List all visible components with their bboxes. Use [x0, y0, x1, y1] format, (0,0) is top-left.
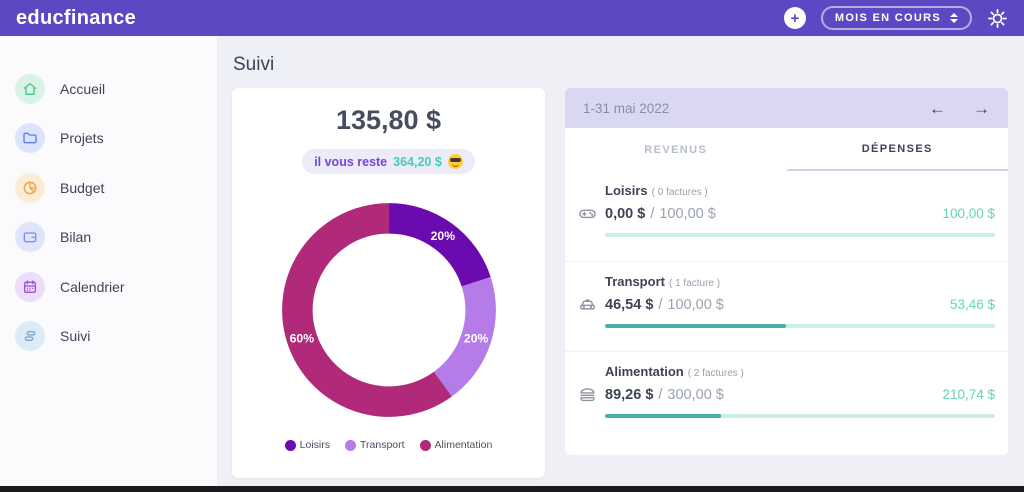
remaining-badge-label: il vous reste: [314, 154, 388, 169]
remaining-amount: 53,46 $: [949, 297, 995, 312]
budget-panel: 1-31 mai 2022 ← → REVENUS DÉPENSES Loisi…: [565, 88, 1008, 455]
sidebar-item-calendrier[interactable]: Calendrier: [0, 262, 217, 312]
progress-bar: [605, 324, 995, 328]
period-select[interactable]: MOIS EN COURS: [820, 6, 972, 30]
budget-panel-body: REVENUS DÉPENSES Loisirs( 0 factures ) 0…: [565, 128, 1008, 455]
progress-fill: [605, 324, 787, 328]
progress-bar: [605, 414, 995, 418]
app-logo: educfinance: [16, 6, 136, 29]
remaining-badge-amount: 364,20 $: [393, 154, 442, 169]
next-period-button[interactable]: →: [973, 98, 990, 118]
sidebar-item-label: Suivi: [60, 328, 91, 345]
amount-separator: /: [658, 386, 663, 403]
legend-label: Loisirs: [299, 439, 330, 451]
donut-segment-label: 60%: [289, 331, 314, 345]
progress-bar: [605, 233, 995, 237]
top-bar: educfinance + MOIS EN COURS: [0, 0, 1024, 36]
budget-row-transport: Transport( 1 facture ) 46,54 $ / 100,00 …: [565, 261, 1008, 351]
screenshot-bottom-edge: [0, 486, 1024, 492]
total-spent-amount: 135,80 $: [335, 105, 442, 135]
category-title: Loisirs( 0 factures ): [605, 183, 708, 198]
legend-dot: [345, 439, 356, 451]
folder-icon: [15, 123, 45, 154]
pie-chart-icon: [15, 172, 45, 203]
legend-dot: [284, 439, 296, 451]
budget-amount: 100,00 $: [667, 296, 724, 313]
page-title: Suivi: [233, 54, 275, 75]
budget-amount: 300,00 $: [667, 386, 724, 403]
spent-amount: 0,00 $: [605, 205, 646, 222]
category-title: Alimentation( 2 factures ): [605, 364, 744, 379]
period-label: 1-31 mai 2022: [583, 100, 670, 116]
add-button[interactable]: +: [783, 7, 806, 29]
progress-fill: [605, 414, 722, 418]
select-arrows-icon: [950, 13, 958, 23]
sidebar-item-projets[interactable]: Projets: [0, 114, 217, 164]
previous-period-button[interactable]: ←: [929, 98, 946, 118]
donut-chart: 20% 20% 60%: [281, 203, 496, 417]
legend-item-alimentation: Alimentation: [419, 439, 493, 451]
taxi-icon: [578, 295, 605, 314]
sidebar-item-suivi[interactable]: Suivi: [0, 312, 217, 362]
donut-segment-label: 20%: [463, 331, 488, 345]
legend-label: Alimentation: [434, 439, 493, 451]
remaining-amount: 100,00 $: [942, 206, 995, 221]
remaining-amount: 210,74 $: [942, 387, 995, 402]
budget-row-loisirs: Loisirs( 0 factures ) 0,00 $ / 100,00 $ …: [565, 171, 1008, 261]
amount-separator: /: [650, 205, 655, 222]
budget-amount: 100,00 $: [659, 205, 716, 222]
legend-label: Transport: [360, 439, 405, 451]
plus-icon: +: [790, 9, 800, 27]
gamepad-icon: [578, 204, 605, 223]
sidebar-item-label: Bilan: [60, 229, 92, 246]
sidebar-item-label: Projets: [60, 130, 104, 147]
invoice-count: ( 0 factures ): [651, 187, 708, 198]
summary-card: 135,80 $ il vous reste 364,20 $ 20% 20% 60…: [232, 88, 545, 478]
sunglasses-emoji-icon: [447, 154, 463, 169]
sidebar-item-accueil[interactable]: Accueil: [0, 64, 217, 114]
home-icon: [15, 73, 45, 104]
legend-item-loisirs: Loisirs: [284, 439, 330, 451]
sidebar: Accueil Projets Budget Bilan Calendrier …: [0, 36, 218, 486]
spent-amount: 46,54 $: [605, 296, 654, 313]
tab-bar: REVENUS DÉPENSES: [565, 128, 1008, 171]
tab-revenus[interactable]: REVENUS: [644, 143, 708, 156]
sidebar-item-label: Calendrier: [60, 278, 125, 295]
topbar-actions: + MOIS EN COURS: [783, 6, 1008, 30]
tab-depenses[interactable]: DÉPENSES: [786, 128, 1008, 171]
category-title: Transport( 1 facture ): [605, 274, 721, 289]
main-content: Suivi 135,80 $ il vous reste 364,20 $ 20…: [219, 36, 1024, 486]
invoice-count: ( 2 factures ): [687, 368, 744, 379]
legend-dot: [419, 439, 431, 451]
sidebar-item-label: Accueil: [60, 80, 106, 97]
period-header: 1-31 mai 2022 ← →: [565, 88, 1008, 128]
amount-separator: /: [658, 296, 663, 313]
legend-item-transport: Transport: [345, 439, 405, 451]
wallet-icon: [15, 222, 45, 253]
chart-legend: Loisirs Transport Alimentation: [232, 439, 545, 451]
burger-icon: [578, 385, 605, 404]
spent-amount: 89,26 $: [605, 386, 654, 403]
invoice-count: ( 1 facture ): [668, 278, 721, 289]
donut-segment-label: 20%: [430, 229, 455, 243]
calendar-icon: [15, 271, 45, 302]
sidebar-item-label: Budget: [60, 179, 105, 196]
donut-chart-container: 20% 20% 60%: [277, 198, 501, 427]
period-select-label: MOIS EN COURS: [834, 12, 941, 24]
remaining-badge: il vous reste 364,20 $: [302, 149, 475, 174]
route-icon: [15, 321, 45, 352]
sidebar-item-budget[interactable]: Budget: [0, 163, 217, 213]
budget-row-alimentation: Alimentation( 2 factures ) 89,26 $ / 300…: [565, 351, 1008, 441]
settings-button[interactable]: [987, 8, 1008, 29]
gear-icon: [988, 8, 1007, 28]
sidebar-item-bilan[interactable]: Bilan: [0, 213, 217, 263]
